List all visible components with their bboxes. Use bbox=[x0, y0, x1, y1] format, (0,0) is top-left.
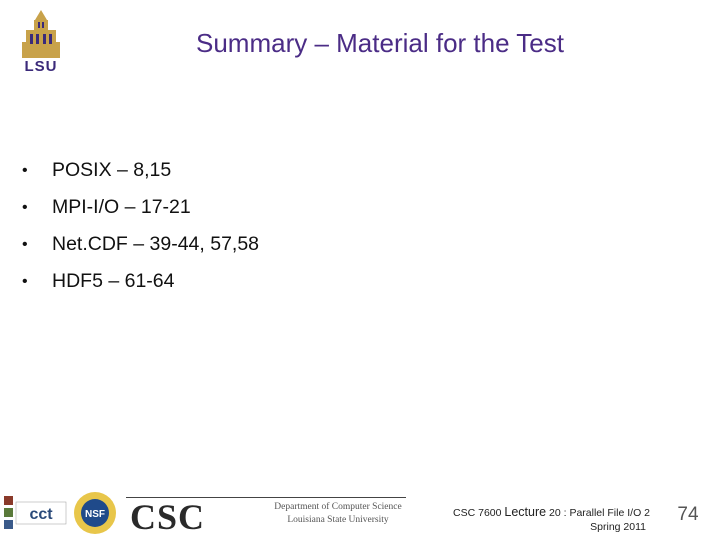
bullet-text: POSIX – 8,15 bbox=[52, 159, 172, 181]
bullet-item: • Net.CDF – 39-44, 57,58 bbox=[22, 226, 259, 263]
lsu-tower-logo bbox=[22, 10, 60, 58]
page-number: 74 bbox=[677, 504, 699, 525]
university-name: Louisiana State University bbox=[287, 515, 389, 525]
bullet-marker: • bbox=[22, 161, 28, 179]
bullet-marker: • bbox=[22, 235, 28, 253]
lecture-word: Lecture bbox=[504, 505, 547, 519]
bullet-list: • POSIX – 8,15 • MPI-I/O – 17-21 • Net.C… bbox=[22, 152, 259, 300]
cct-logo: cct bbox=[4, 496, 67, 529]
bullet-marker: • bbox=[22, 272, 28, 290]
slide-title: Summary – Material for the Test bbox=[196, 28, 564, 58]
bullet-item: • POSIX – 8,15 bbox=[22, 152, 259, 189]
footer-term: Spring 2011 bbox=[590, 521, 646, 533]
lsu-wordmark: LSU bbox=[24, 58, 58, 75]
cct-wordmark: cct bbox=[29, 506, 53, 523]
course-prefix: CSC 7600 bbox=[453, 507, 505, 519]
department-name: Department of Computer Science bbox=[274, 502, 402, 512]
bullet-text: HDF5 – 61-64 bbox=[52, 270, 175, 292]
footer-course-info: CSC 7600 Lecture 20 : Parallel File I/O … bbox=[440, 505, 650, 519]
csc-logo: CSC bbox=[130, 497, 206, 537]
bullet-item: • MPI-I/O – 17-21 bbox=[22, 189, 259, 226]
course-suffix: 20 : Parallel File I/O 2 bbox=[546, 507, 650, 519]
bullet-item: • HDF5 – 61-64 bbox=[22, 263, 259, 300]
nsf-logo: NSF bbox=[74, 492, 116, 534]
bullet-text: MPI-I/O – 17-21 bbox=[52, 196, 191, 218]
bullet-text: Net.CDF – 39-44, 57,58 bbox=[52, 233, 260, 255]
nsf-wordmark: NSF bbox=[85, 509, 105, 520]
bullet-marker: • bbox=[22, 198, 28, 216]
footer-divider bbox=[126, 497, 406, 498]
